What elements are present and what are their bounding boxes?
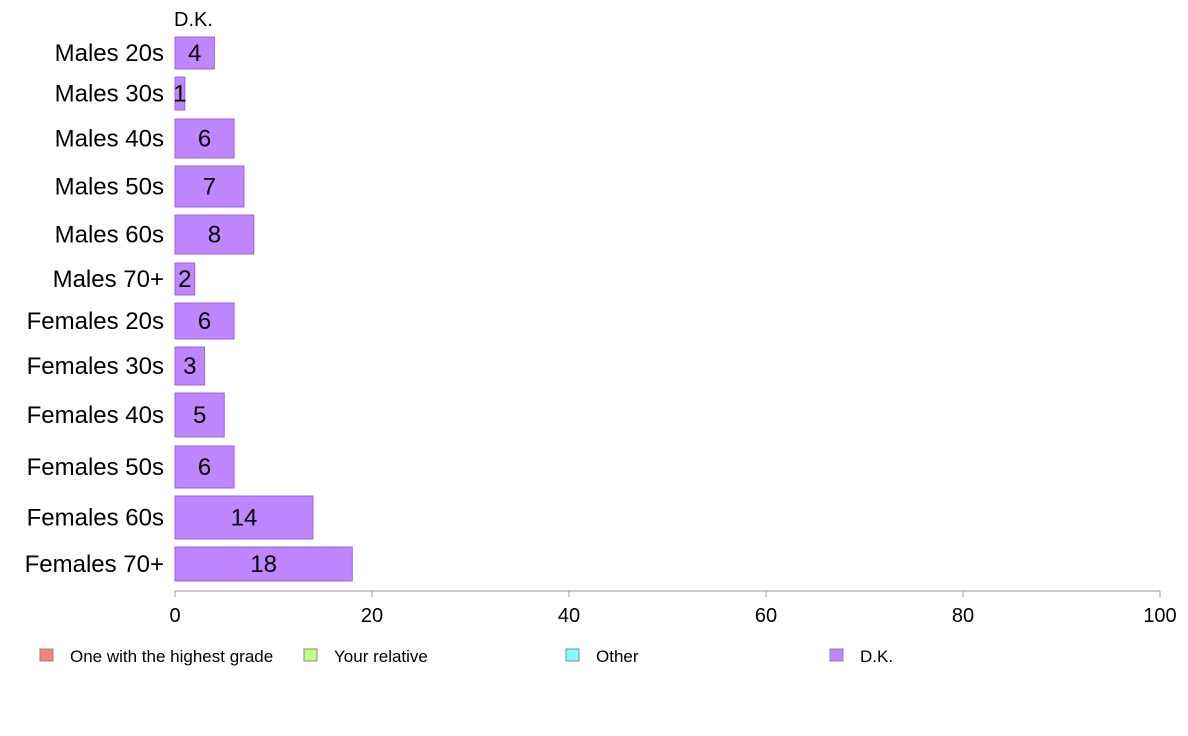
- category-label: Males 20s: [55, 40, 164, 67]
- data-label: 2: [178, 266, 191, 293]
- x-tick-label: 0: [169, 605, 180, 627]
- data-label: 8: [208, 222, 221, 249]
- data-label: 6: [198, 454, 211, 481]
- bar: [174, 495, 314, 540]
- bar: [174, 76, 186, 111]
- legend-swatch: [829, 648, 844, 662]
- data-label: 3: [183, 353, 196, 380]
- bar: [174, 445, 235, 489]
- bar: [174, 392, 225, 438]
- series-header: D.K.: [174, 9, 213, 31]
- data-label: 1: [173, 81, 186, 108]
- category-label: Females 70+: [25, 551, 164, 578]
- data-label: 4: [188, 40, 201, 67]
- legend-label: D.K.: [860, 647, 893, 666]
- data-label: 7: [203, 174, 216, 201]
- legend-swatch: [303, 648, 318, 662]
- category-label: Males 70+: [53, 266, 164, 293]
- bar: [174, 165, 245, 208]
- x-tick-label: 100: [1143, 605, 1176, 627]
- data-label: 18: [250, 551, 277, 578]
- legend-label: Your relative: [334, 647, 428, 666]
- bar: [174, 302, 235, 340]
- x-tick-label: 20: [361, 605, 383, 627]
- x-tick-label: 40: [558, 605, 580, 627]
- category-label: Males 60s: [55, 222, 164, 249]
- category-label: Males 50s: [55, 174, 164, 201]
- x-tick-label: 60: [755, 605, 777, 627]
- x-tick-label: 80: [952, 605, 974, 627]
- data-label: 6: [198, 308, 211, 335]
- bars-group: Males 20s 4 Males 30s 1 Males 40s 6 Males 50s 7…: [25, 36, 353, 582]
- legend-swatch: [39, 648, 54, 662]
- category-label: Females 20s: [27, 308, 164, 335]
- category-label: Females 40s: [27, 402, 164, 429]
- bar: [174, 118, 235, 159]
- bar: [174, 346, 206, 386]
- category-label: Females 50s: [27, 454, 164, 481]
- x-axis: 0 20 40 60 80 100: [169, 590, 1177, 627]
- category-label: Females 30s: [27, 353, 164, 380]
- category-label: Males 40s: [55, 126, 164, 153]
- data-label: 6: [198, 126, 211, 153]
- data-label: 14: [231, 505, 258, 532]
- bar: [174, 214, 255, 255]
- category-label: Males 30s: [55, 81, 164, 108]
- category-label: Females 60s: [27, 505, 164, 532]
- legend: One with the highest grade Your relative O…: [39, 647, 893, 666]
- legend-label: Other: [596, 647, 639, 666]
- legend-label: One with the highest grade: [70, 647, 273, 666]
- bar: [174, 36, 215, 70]
- legend-swatch: [565, 648, 580, 662]
- data-label: 5: [193, 402, 206, 429]
- bar: [174, 546, 353, 582]
- bar: [174, 262, 196, 296]
